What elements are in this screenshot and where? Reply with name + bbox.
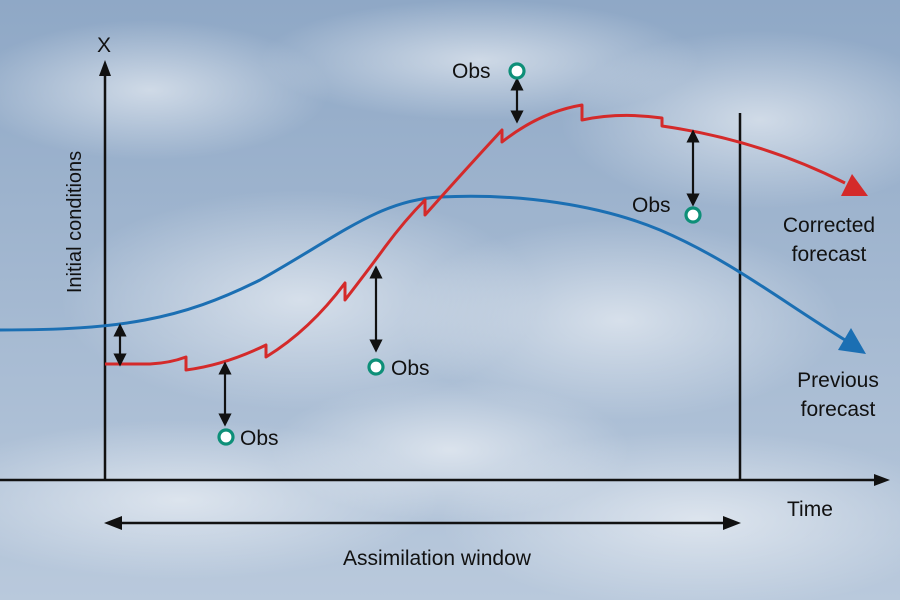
corrected-forecast-label-line2: forecast <box>792 243 867 266</box>
obs-marker-1 <box>217 428 235 446</box>
obs-marker-3 <box>508 62 526 80</box>
obs-marker-4 <box>684 206 702 224</box>
corrected-forecast-line <box>105 103 846 372</box>
y-axis-symbol: X <box>97 34 111 57</box>
innovation-arrows <box>113 77 700 427</box>
window-arrowhead-left <box>104 516 122 530</box>
corrected-forecast-label-line1: Corrected <box>783 214 875 237</box>
y-axis-arrowhead <box>99 60 111 76</box>
previous-forecast-label-line1: Previous <box>797 369 879 392</box>
window-arrowhead-right <box>723 516 741 530</box>
obs-label-2: Obs <box>391 357 430 380</box>
obs-label-3: Obs <box>452 60 491 83</box>
observation-markers <box>217 62 702 446</box>
obs-marker-2 <box>367 358 385 376</box>
corrected-forecast-arrowhead <box>841 174 868 196</box>
x-axis-arrowhead <box>874 474 890 486</box>
x-axis-title: Time <box>787 498 833 521</box>
obs-label-4: Obs <box>632 194 671 217</box>
assimilation-window-label: Assimilation window <box>343 547 532 570</box>
y-axis-title: Initial conditions <box>64 151 86 293</box>
obs-label-1: Obs <box>240 427 279 450</box>
previous-forecast-label-line2: forecast <box>801 398 876 421</box>
previous-forecast-arrowhead <box>838 328 866 354</box>
